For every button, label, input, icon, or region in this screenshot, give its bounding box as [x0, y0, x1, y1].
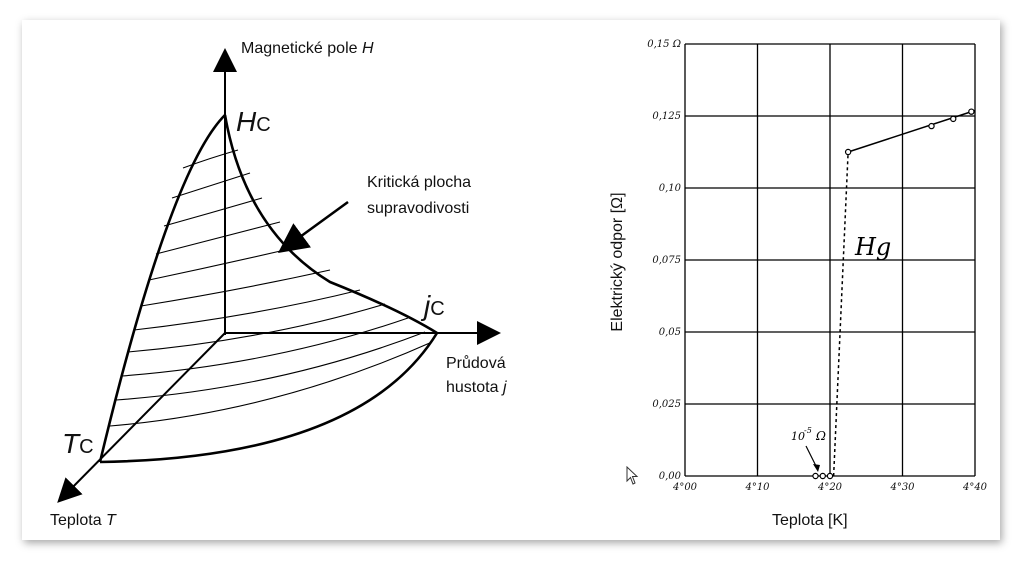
y-tick-label: 0,05 — [659, 327, 681, 338]
tc-jc-curve — [99, 332, 439, 464]
series-dashed-transition — [832, 151, 849, 477]
small-resistance-arrowhead — [813, 464, 820, 472]
small-resistance-unit: Ω — [815, 429, 826, 443]
x-tick-label: 4°00 — [672, 482, 698, 493]
data-point — [968, 108, 975, 115]
hc-label: HC — [236, 106, 271, 137]
surface-pointer-arrow — [277, 200, 349, 253]
series-label-hg: Hg — [854, 233, 891, 261]
t-axis — [57, 332, 226, 503]
data-point — [928, 122, 935, 130]
data-point — [826, 472, 834, 480]
surface-hatching — [109, 149, 433, 427]
y-tick-label: 0,025 — [652, 399, 681, 410]
x-tick-label: 4°40 — [962, 482, 988, 493]
small-resistance-exponent: -5 — [804, 426, 812, 435]
data-point — [819, 472, 826, 480]
small-resistance-label: 10 — [791, 430, 805, 443]
x-tick-label: 4°20 — [817, 482, 843, 493]
slide-frame — [22, 20, 1000, 540]
series-line-hg — [847, 109, 976, 153]
data-point — [844, 148, 852, 156]
y-tick-label: 0,125 — [652, 111, 681, 122]
t-axis-label: Teplota T — [50, 512, 116, 529]
x-tick-label: 4°30 — [889, 482, 915, 493]
hc-tc-curve — [98, 114, 226, 463]
y-tick-label: 0,00 — [659, 471, 682, 482]
y-tick-label: 0,10 — [659, 183, 682, 194]
hc-jc-curve — [223, 114, 438, 335]
x-tick-label: 4°10 — [744, 482, 770, 493]
data-point — [950, 115, 957, 123]
tc-label: TC — [62, 428, 94, 459]
y-tick-label: 0,15 Ω — [647, 39, 681, 50]
surface-label: Kritická plocha supravodivosti — [367, 174, 472, 217]
y-tick-label: 0,075 — [652, 255, 681, 266]
jc-label: jC — [424, 290, 445, 321]
j-axis-label: Průdová hustota j — [446, 355, 507, 396]
mouse-cursor-icon — [626, 466, 639, 485]
data-point — [812, 472, 819, 480]
h-axis-label: Magnetické pole H — [241, 40, 374, 57]
chart-x-axis-title: Teplota [K] — [772, 512, 848, 529]
